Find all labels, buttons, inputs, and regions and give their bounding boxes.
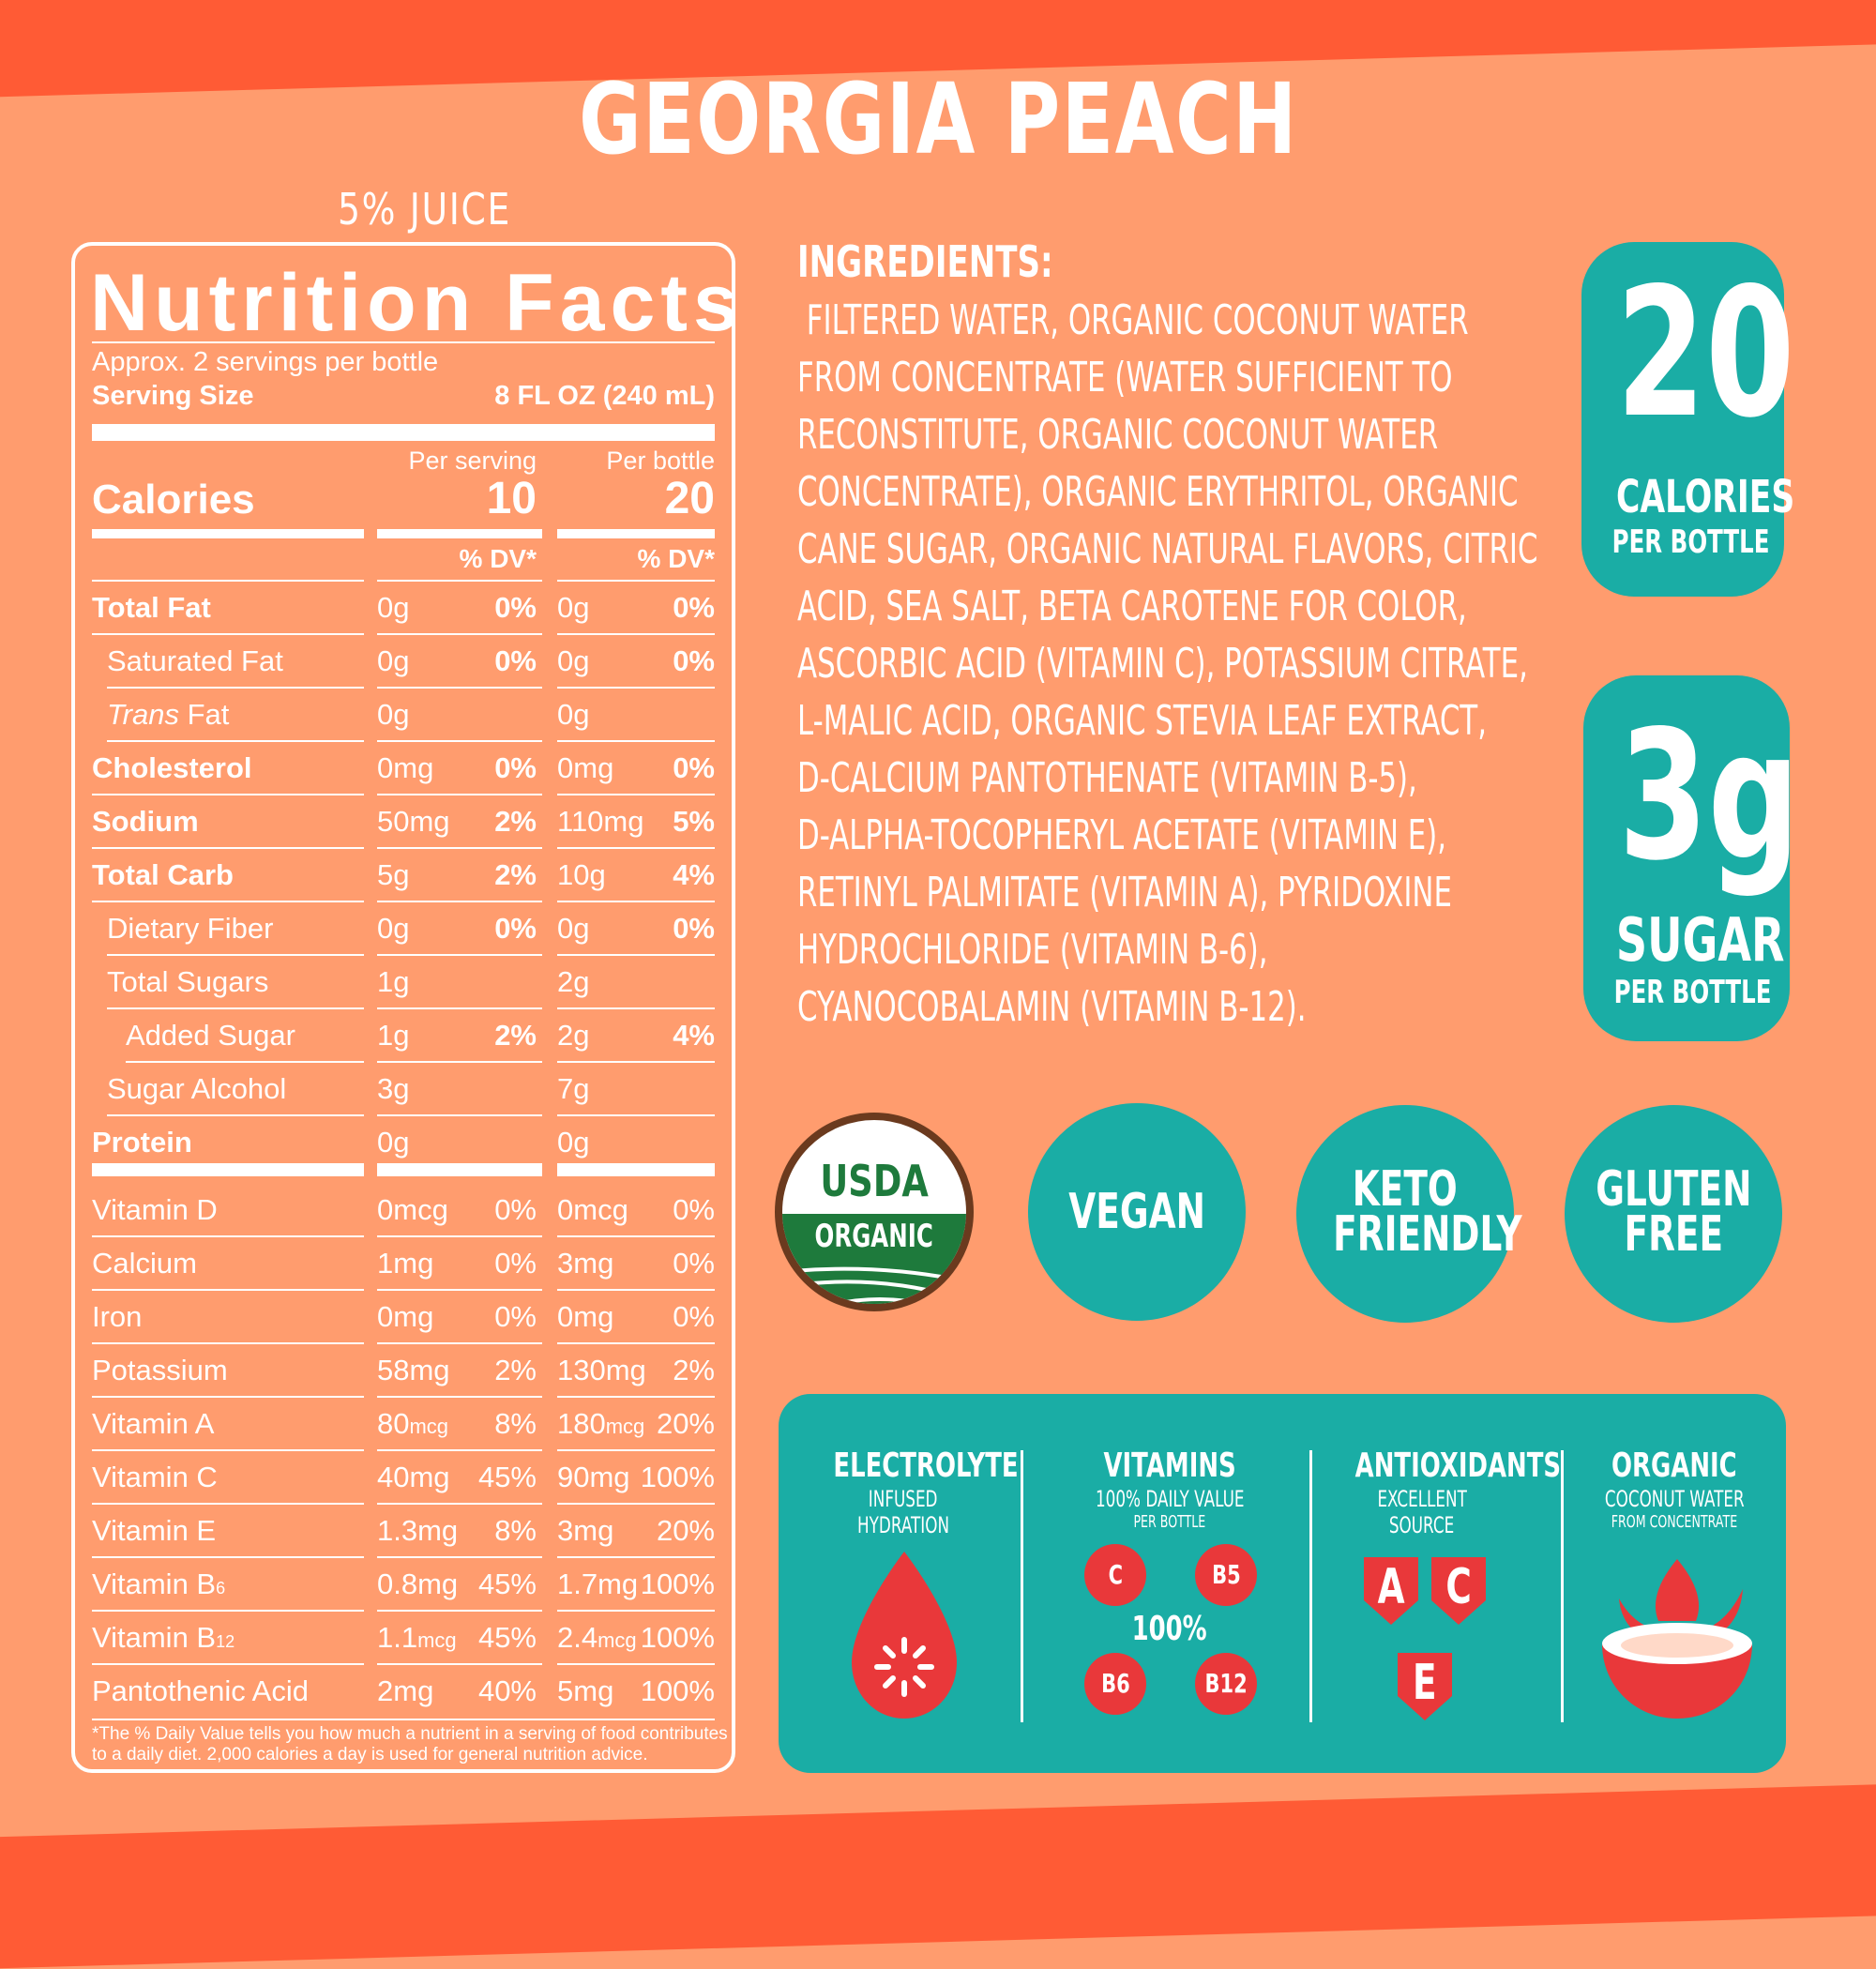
- nutrient-row-total-fat: Total Fat 0g 0% 0g 0%: [75, 582, 732, 635]
- vitamin-row-pantothenic: Pantothenic Acid 2mg 40% 5mg 100%: [92, 1674, 715, 1707]
- ingredients-line: ASCORBIC ACID (VITAMIN C), POTASSIUM CIT…: [797, 640, 1528, 688]
- ingredients-line: RETINYL PALMITATE (VITAMIN A), PYRIDOXIN…: [797, 869, 1452, 916]
- ingredients-line: D-ALPHA-TOCOPHERYL ACETATE (VITAMIN E),: [797, 811, 1447, 859]
- product-title: GEORGIA PEACH: [578, 62, 1298, 176]
- dv-label: % DV*: [459, 544, 537, 573]
- divider: [92, 341, 715, 343]
- antioxidant-e-label: E: [1413, 1655, 1437, 1711]
- servings-text: Approx. 2 servings per bottle: [92, 347, 439, 377]
- ingredients-line: CYANOCOBALAMIN (VITAMIN B-12).: [797, 983, 1307, 1031]
- nutrient-row-protein: Protein 0g 0g: [92, 1126, 590, 1159]
- nutrient-row-dietary-fiber: Dietary Fiber 0g 0% 0g 0%: [75, 902, 732, 956]
- feature-vitamins: VITAMINS 100% DAILY VALUE PER BOTTLE C B…: [1034, 1394, 1306, 1773]
- divider: [92, 1719, 715, 1720]
- vitamin-b5-icon: B5: [1195, 1544, 1257, 1606]
- seal-band: [782, 1214, 966, 1259]
- antioxidant-c-label: C: [1445, 1559, 1472, 1615]
- vitamin-row-a: Vitamin A 80mcg 8% 180mcg 20%: [75, 1398, 732, 1451]
- nutrition-facts-panel: Nutrition Facts Approx. 2 servings per b…: [71, 242, 738, 1773]
- ingredients-line: ACID, SEA SALT, BETA CAROTENE FOR COLOR,: [797, 583, 1467, 630]
- shield-icon: [1431, 1557, 1486, 1625]
- vitamin-b12-icon: B12: [1195, 1653, 1257, 1715]
- vitamin-row-potassium: Potassium 58mg 2% 130mg 2%: [75, 1344, 732, 1398]
- nutrient-row-sodium: Sodium 50mg 2% 110mg 5%: [75, 795, 732, 849]
- nutrient-row-total-carb: Total Carb 5g 2% 10g 4%: [75, 849, 732, 902]
- divider: [1561, 1450, 1564, 1722]
- calories-label: CALORIES: [1615, 471, 1795, 523]
- calories-per-serving: 10: [486, 474, 537, 523]
- serving-size-value: 8 FL OZ (240 mL): [494, 381, 715, 411]
- feature-antioxidants: ANTIOXIDANTS EXCELLENT SOURCE A C E: [1315, 1394, 1561, 1773]
- footnote: *The % Daily Value tells you how much a …: [92, 1724, 728, 1744]
- thick-rule: [377, 1163, 542, 1176]
- usda-organic-seal: USDA ORGANIC: [775, 1113, 974, 1311]
- ingredients-line: D-CALCIUM PANTOTHENATE (VITAMIN B-5),: [797, 754, 1417, 802]
- rule: [557, 580, 715, 582]
- rule: [557, 529, 715, 538]
- rule: [92, 529, 364, 538]
- rule: [377, 529, 542, 538]
- vitamin-row-c: Vitamin C 40mg 45% 90mg 100%: [75, 1451, 732, 1505]
- ingredients-line: CANE SUGAR, ORGANIC NATURAL FLAVORS, CIT…: [797, 525, 1538, 573]
- antioxidant-a-label: A: [1377, 1559, 1405, 1615]
- nutrient-row-saturated-fat: Saturated Fat 0g 0% 0g 0%: [75, 635, 732, 689]
- vitamin-c-icon: C: [1084, 1544, 1146, 1606]
- thick-rule: [557, 1163, 715, 1176]
- ingredients-line: L-MALIC ACID, ORGANIC STEVIA LEAF EXTRAC…: [797, 697, 1487, 745]
- dv-label: % DV*: [637, 544, 715, 573]
- divider: [1021, 1450, 1023, 1722]
- per-serving-label: Per serving: [408, 447, 537, 475]
- nutrient-row-cholesterol: Cholesterol 0mg 0% 0mg 0%: [75, 742, 732, 795]
- calories-sub: PER BOTTLE: [1611, 523, 1770, 561]
- vitamin-row-iron: Iron 0mg 0% 0mg 0%: [75, 1291, 732, 1344]
- nutrient-row-added-sugar: Added Sugar 1g 2% 2g 4%: [75, 1009, 732, 1063]
- nutrient-row-trans-fat: Trans Fat 0g 0g: [75, 689, 732, 742]
- calories-per-bottle: 20: [664, 474, 715, 523]
- vitamins-100-label: 100%: [1131, 1610, 1208, 1648]
- ingredients-line: FILTERED WATER, ORGANIC COCONUT WATER: [797, 296, 1469, 344]
- shield-icon: [1398, 1653, 1452, 1720]
- juice-percent: 5% JUICE: [338, 184, 511, 235]
- water-drop-icon: [852, 1552, 957, 1719]
- calories-number: 20: [1616, 250, 1795, 457]
- ingredients-line: FROM CONCENTRATE (WATER SUFFICIENT TO: [797, 354, 1453, 401]
- vitamin-row-calcium: Calcium 1mg 0% 3mg 0%: [75, 1237, 732, 1291]
- sugar-badge: 3g SUGAR PER BOTTLE: [1583, 675, 1800, 1041]
- footnote: to a daily diet. 2,000 calories a day is…: [92, 1745, 648, 1765]
- vitamin-row-e: Vitamin E 1.3mg 8% 3mg 20%: [75, 1505, 732, 1558]
- divider: [1309, 1450, 1312, 1722]
- sugar-sub: PER BOTTLE: [1613, 974, 1772, 1011]
- calories-badge: 20 CALORIES PER BOTTLE: [1581, 242, 1795, 597]
- thick-rule: [92, 1163, 364, 1176]
- keto-friendly-badge: KETO FRIENDLY: [1296, 1105, 1522, 1323]
- sugar-label: SUGAR: [1615, 906, 1785, 976]
- rule: [92, 580, 364, 582]
- vegan-badge: VEGAN: [1028, 1103, 1246, 1321]
- gluten-free-badge: GLUTEN FREE: [1565, 1105, 1782, 1323]
- rule: [377, 580, 542, 582]
- field-rows-icon: [782, 1259, 966, 1304]
- feature-organic: ORGANIC COCONUT WATER FROM CONCENTRATE: [1568, 1394, 1780, 1773]
- feature-electrolyte: ELECTROLYTE INFUSED HYDRATION: [797, 1394, 1019, 1773]
- sugar-number: 3g: [1618, 692, 1800, 900]
- features-panel: ELECTROLYTE INFUSED HYDRATION VITAMINS 1…: [779, 1394, 1786, 1773]
- vitamin-b6-icon: B6: [1084, 1653, 1146, 1715]
- serving-size-label: Serving Size: [92, 381, 254, 411]
- vitamin-row-b12: Vitamin B12 1.1mcg 45% 2.4mcg 100%: [75, 1612, 732, 1665]
- nutrition-title: Nutrition Facts: [90, 258, 744, 348]
- vitamin-row-d: Vitamin D 0mcg 0% 0mcg 0%: [75, 1184, 732, 1237]
- calories-label: Calories: [92, 477, 255, 523]
- vitamin-row-b6: Vitamin B6 0.8mg 45% 1.7mg 100%: [75, 1558, 732, 1612]
- ingredients-heading: INGREDIENTS:: [797, 236, 1053, 287]
- nutrient-row-total-sugars: Total Sugars 1g 2g: [75, 956, 732, 1009]
- per-bottle-label: Per bottle: [606, 447, 715, 475]
- nutrient-row-sugar-alcohol: Sugar Alcohol 3g 7g: [75, 1063, 732, 1116]
- ingredients-line: RECONSTITUTE, ORGANIC COCONUT WATER: [797, 411, 1439, 459]
- thick-rule: [92, 424, 715, 441]
- shield-icon: [1364, 1557, 1418, 1625]
- ingredients-line: HYDROCHLORIDE (VITAMIN B-6),: [797, 926, 1268, 974]
- coconut-icon: [1602, 1559, 1752, 1719]
- ingredients-line: CONCENTRATE), ORGANIC ERYTHRITOL, ORGANI…: [797, 468, 1519, 516]
